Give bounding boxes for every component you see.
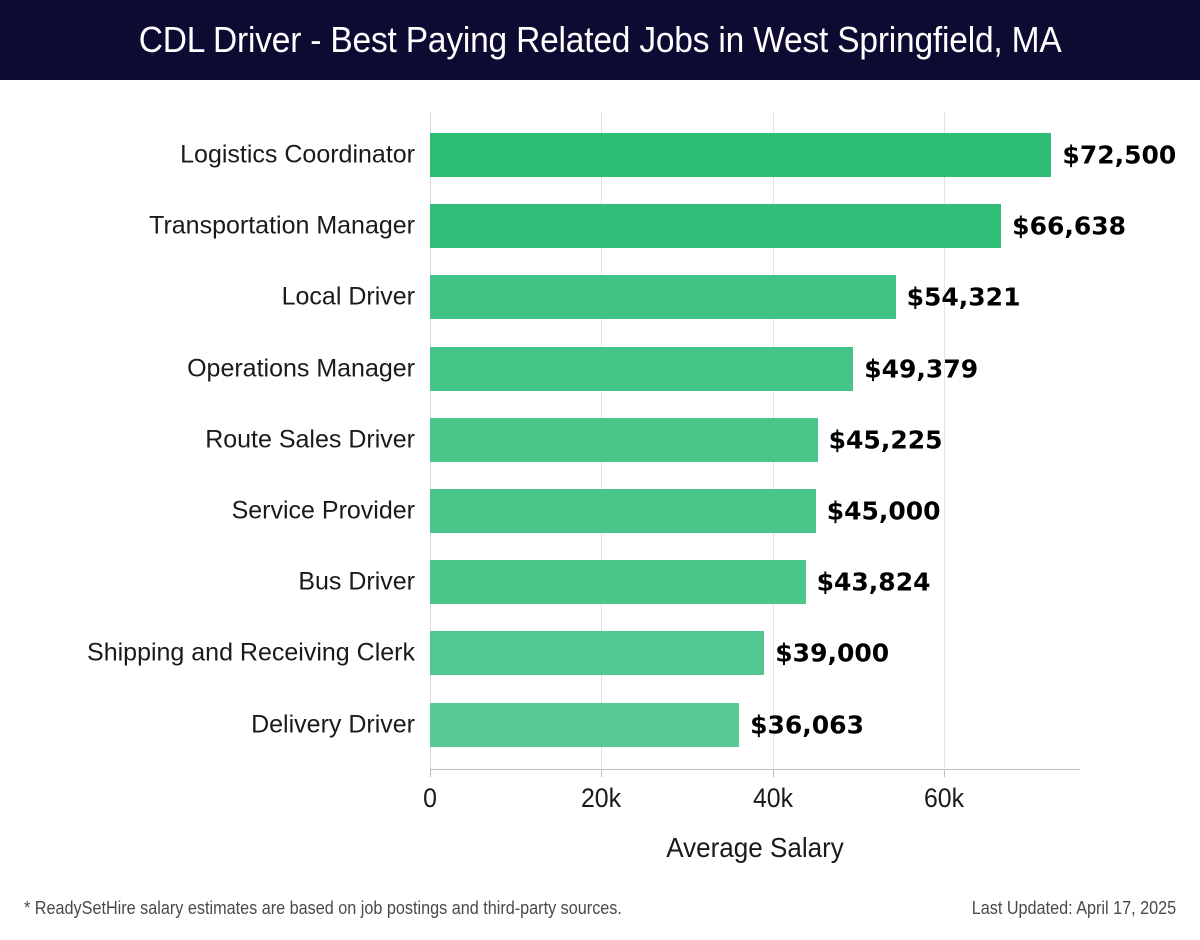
x-axis-tick (430, 770, 431, 777)
bar-row[interactable]: $39,000 Shipping and Receiving Clerk (87, 631, 1080, 676)
bar-value-label: $66,638 (1012, 211, 1127, 241)
bar-row[interactable]: $66,638 Transportation Manager (149, 204, 1126, 249)
plot-area: 0 20k 40k 60k $72,500 Logistics Coordinator $6… (87, 112, 1176, 813)
footnote-text: * ReadySetHire salary estimates are base… (24, 898, 622, 918)
bar[interactable] (430, 417, 818, 462)
bar[interactable] (430, 275, 896, 320)
category-label: Route Sales Driver (205, 425, 415, 454)
chart-header-band: CDL Driver - Best Paying Related Jobs in… (0, 0, 1200, 80)
bar-row[interactable]: $54,321 Local Driver (282, 275, 1080, 320)
bar[interactable] (430, 631, 765, 676)
bar-value-label: $72,500 (1062, 140, 1177, 170)
bar-row[interactable]: $36,063 Delivery Driver (251, 702, 1080, 747)
x-axis-line (430, 769, 1080, 770)
bar[interactable] (430, 204, 1002, 249)
chart-area: 0 20k 40k 60k $72,500 Logistics Coordinator $6… (0, 80, 1200, 870)
category-label: Delivery Driver (251, 710, 415, 739)
bar-value-label: $49,379 (864, 354, 979, 384)
x-axis-tick (601, 770, 603, 777)
bar[interactable] (430, 489, 816, 533)
bar[interactable] (430, 346, 854, 391)
category-label: Local Driver (281, 282, 415, 311)
bar[interactable] (430, 560, 806, 605)
bar-value-label: $36,063 (750, 710, 864, 740)
bar-value-label: $43,824 (816, 567, 931, 597)
bar[interactable] (430, 702, 740, 747)
category-label: Shipping and Receiving Clerk (87, 638, 415, 667)
bar-row[interactable]: $43,824 Bus Driver (298, 560, 1080, 605)
bar-row[interactable]: $72,500 Logistics Coordinator (180, 133, 1176, 177)
page-title: CDL Driver - Best Paying Related Jobs in… (138, 19, 1062, 60)
bar-value-label: $45,225 (828, 425, 943, 455)
bar-row[interactable]: $45,225 Route Sales Driver (205, 417, 1080, 462)
x-axis-tick-label: 20k (581, 783, 622, 813)
last-updated-text: Last Updated: April 17, 2025 (971, 898, 1176, 918)
bar[interactable] (430, 133, 1052, 177)
category-label: Operations Manager (187, 354, 415, 383)
category-label: Transportation Manager (149, 211, 415, 240)
bar-row[interactable]: $45,000 Service Provider (232, 489, 1080, 533)
bar-value-label: $39,000 (775, 638, 890, 668)
x-axis-tick (772, 770, 774, 777)
gridline (944, 112, 946, 770)
bar-value-label: $54,321 (906, 282, 1021, 312)
category-label: Service Provider (231, 496, 415, 525)
bar-value-label: $45,000 (826, 496, 941, 526)
category-label: Bus Driver (298, 567, 415, 596)
x-axis-title: Average Salary (666, 832, 844, 863)
x-axis-tick-label: 40k (752, 783, 793, 813)
bar-row[interactable]: $49,379 Operations Manager (187, 346, 1080, 391)
x-axis-tick-label: 0 (423, 783, 437, 813)
x-axis-tick (944, 770, 946, 777)
x-axis-tick-label: 60k (924, 783, 965, 813)
category-label: Logistics Coordinator (180, 140, 415, 169)
